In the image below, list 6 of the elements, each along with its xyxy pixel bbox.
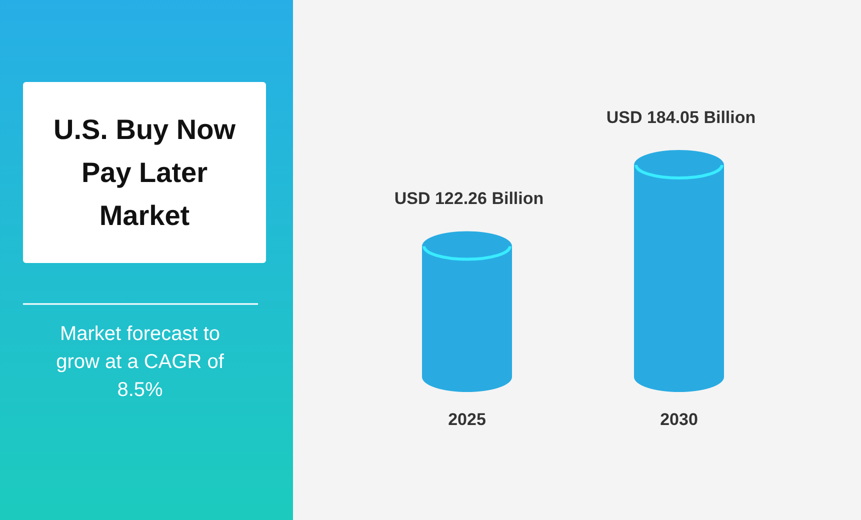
data-label: USD 122.26 Billion <box>394 189 544 208</box>
x-tick-label: 2025 <box>448 410 486 429</box>
chart-title: U.S. Buy Now Pay Later Market <box>53 114 236 231</box>
data-label: USD 184.05 Billion <box>606 108 756 127</box>
text: Market forecast to grow at a CAGR of 8.5% <box>56 323 224 401</box>
x-tick-label: 2030 <box>660 410 698 429</box>
